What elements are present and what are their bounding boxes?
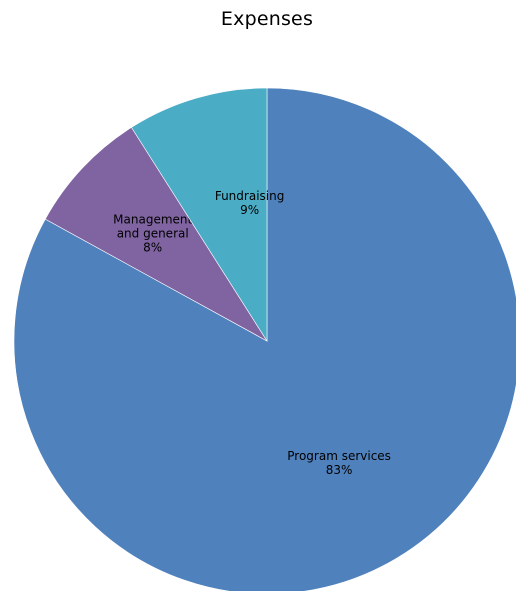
pie-slice-fundraising (131, 87, 268, 343)
slice-category-label: Program services (287, 449, 391, 463)
slice-value-label: 83% (326, 463, 353, 477)
slice-value-label: 8% (143, 241, 162, 255)
slice-category-label: Fundraising (215, 189, 285, 203)
pie-slice-program-services (13, 87, 516, 591)
slice-category-label: and general (117, 227, 189, 241)
pie-slice-management-and-general (44, 126, 268, 342)
slice-category-label: Management (113, 213, 192, 227)
chart-title: Expenses (220, 8, 314, 30)
slice-value-label: 9% (240, 203, 259, 217)
